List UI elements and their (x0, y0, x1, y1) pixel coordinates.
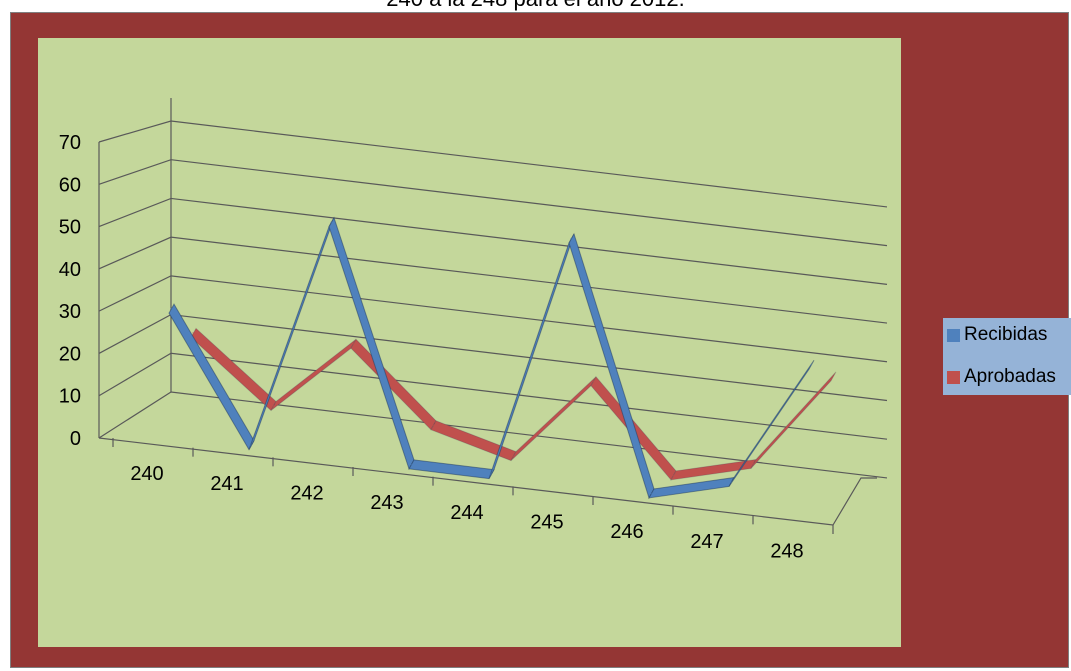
series-aprobadas-point (832, 375, 834, 377)
chart-svg: 0 10 20 30 40 50 60 70 240 241 242 243 244 245 246 247… (11, 13, 1068, 667)
series-recibidas-point (650, 492, 652, 494)
chart-title-strip: 240 a la 248 para el año 2012. (0, 0, 1071, 12)
x-tick-label: 246 (610, 521, 643, 543)
x-tick-label: 241 (210, 473, 243, 495)
x-tick-label: 245 (530, 511, 563, 533)
legend-item-aprobadas: Aprobadas (947, 366, 1056, 388)
series-lines (168, 216, 837, 500)
series-recibidas-point (570, 238, 572, 240)
series-aprobadas-point (592, 380, 594, 382)
series-recibidas-point (170, 308, 172, 310)
x-axis-tick-labels: 240 241 242 243 244 245 246 247 248 (130, 463, 803, 562)
series-recibidas-segment (728, 359, 815, 487)
series-aprobadas-segment (750, 371, 837, 469)
series-aprobadas-point (192, 332, 194, 334)
x-tick-label: 244 (450, 502, 483, 524)
y-tick-label: 50 (59, 217, 81, 239)
y-tick-label: 0 (70, 428, 81, 450)
x-tick-label: 242 (290, 482, 323, 504)
x-tick-label: 248 (770, 540, 803, 562)
series-recibidas-point (810, 364, 812, 366)
series-recibidas-point (410, 463, 412, 465)
series-recibidas-point (250, 444, 252, 446)
x-tick-label: 240 (130, 463, 163, 485)
series-recibidas-point (490, 473, 492, 475)
series-aprobadas-point (352, 343, 354, 345)
floor-outline (98, 437, 877, 526)
x-tick-label: 243 (370, 492, 403, 514)
series-recibidas-point (730, 481, 732, 483)
y-tick-label: 70 (59, 132, 81, 154)
series-aprobadas-point (432, 424, 434, 426)
legend-item-recibidas: Recibidas (947, 324, 1047, 346)
x-tick-label: 247 (690, 531, 723, 553)
chart-title: 240 a la 248 para el año 2012. (0, 0, 1071, 12)
y-tick-label: 60 (59, 174, 81, 196)
y-tick-label: 10 (59, 386, 81, 408)
legend-label-recibidas: Recibidas (964, 324, 1048, 345)
legend-swatch-aprobadas (947, 370, 960, 384)
y-axis-tick-labels: 0 10 20 30 40 50 60 70 (59, 132, 81, 450)
legend: Recibidas Aprobadas (943, 318, 1071, 395)
series-aprobadas-point (752, 463, 754, 465)
axes (98, 98, 877, 534)
y-tick-label: 40 (59, 259, 81, 281)
y-tick-label: 30 (59, 301, 81, 323)
series-recibidas-point (330, 221, 332, 223)
y-tick-label: 20 (59, 343, 81, 365)
series-aprobadas-point (512, 455, 514, 457)
plot-area-background (38, 38, 901, 647)
legend-swatch-recibidas (947, 328, 960, 342)
legend-label-aprobadas: Aprobadas (964, 366, 1056, 387)
series-aprobadas-point (272, 405, 274, 407)
series-aprobadas-point (672, 474, 674, 476)
chart-frame: 0 10 20 30 40 50 60 70 240 241 242 243 244 245 246 247… (10, 12, 1071, 668)
